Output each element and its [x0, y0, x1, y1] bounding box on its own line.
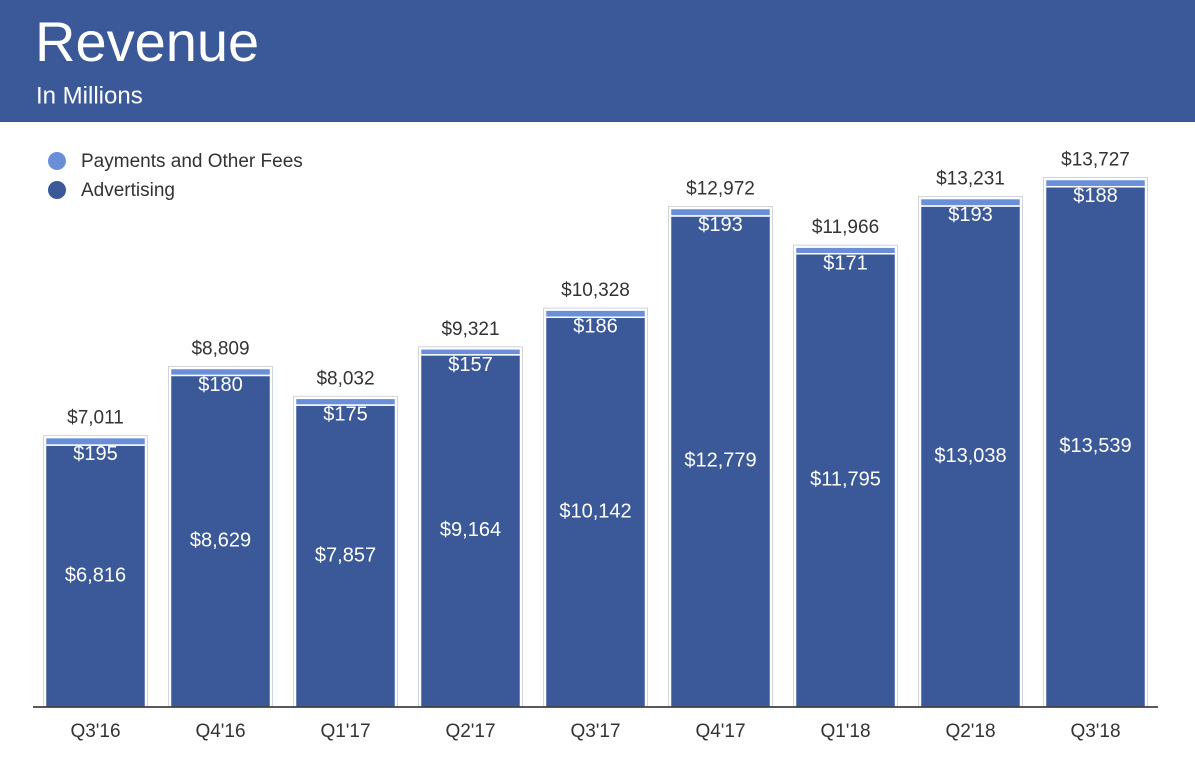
- value-label: $10,142: [559, 500, 631, 522]
- x-tick-label: Q4'17: [695, 721, 745, 742]
- total-label: $13,231: [936, 169, 1005, 190]
- bar-segment: [919, 197, 1022, 207]
- x-tick-label: Q1'17: [320, 721, 370, 742]
- bar-segment: [544, 316, 647, 708]
- value-label: $11,795: [810, 469, 881, 491]
- value-label: $186: [573, 315, 618, 337]
- value-label: $193: [698, 214, 743, 236]
- bar-segment: [294, 397, 397, 406]
- legend-label: Payments and Other Fees: [81, 151, 303, 172]
- x-tick-label: Q2'17: [445, 721, 495, 742]
- total-label: $12,972: [686, 179, 755, 200]
- x-tick-label: Q1'18: [820, 721, 870, 742]
- chart-title: Revenue: [35, 10, 259, 73]
- bar-segment: [419, 348, 522, 356]
- total-label: $11,966: [812, 217, 879, 238]
- legend-label: Advertising: [81, 180, 175, 201]
- bar-segment: [1044, 178, 1147, 188]
- chart-subtitle: In Millions: [36, 82, 143, 109]
- value-label: $188: [1073, 185, 1118, 207]
- header-band: [0, 0, 1195, 122]
- bar-segment: [419, 354, 522, 708]
- bar-segment: [294, 404, 397, 708]
- bar-segment: [1044, 185, 1147, 708]
- x-tick-label: Q3'18: [1070, 721, 1120, 742]
- x-tick-label: Q2'18: [945, 721, 995, 742]
- bar-segment: [669, 207, 772, 217]
- total-label: $7,011: [67, 408, 124, 429]
- legend-marker: [48, 181, 66, 199]
- x-tick-label: Q4'16: [195, 721, 245, 742]
- value-label: $9,164: [440, 519, 501, 541]
- bar-segment: [794, 246, 897, 255]
- x-tick-label: Q3'16: [70, 721, 120, 742]
- total-label: $8,032: [316, 368, 374, 389]
- total-label: $9,321: [441, 319, 499, 340]
- bar-segment: [169, 367, 272, 377]
- value-label: $12,779: [684, 450, 756, 472]
- value-label: $7,857: [315, 544, 376, 566]
- value-label: $6,816: [65, 564, 126, 586]
- total-label: $10,328: [561, 280, 630, 301]
- bar-segment: [44, 436, 147, 446]
- value-label: $171: [823, 252, 868, 274]
- value-label: $195: [73, 443, 118, 465]
- x-tick-label: Q3'17: [570, 721, 620, 742]
- value-label: $13,539: [1059, 435, 1131, 457]
- value-label: $157: [448, 354, 493, 376]
- value-label: $175: [323, 404, 368, 426]
- bar-segment: [669, 215, 772, 708]
- total-label: $13,727: [1061, 150, 1130, 171]
- legend-marker: [48, 152, 66, 170]
- value-label: $13,038: [934, 445, 1006, 467]
- value-label: $180: [198, 374, 243, 396]
- value-label: $193: [948, 204, 993, 226]
- bar-segment: [544, 309, 647, 319]
- bar-segment: [794, 252, 897, 708]
- total-label: $8,809: [191, 338, 249, 359]
- value-label: $8,629: [190, 529, 251, 551]
